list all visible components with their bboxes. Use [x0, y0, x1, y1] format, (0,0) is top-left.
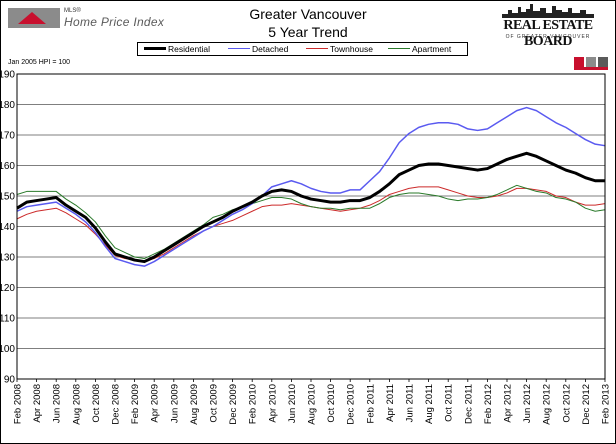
- y-tick-label: 150: [0, 192, 15, 203]
- brand-name: Home Price Index: [64, 15, 165, 29]
- x-tick-label: Aug 2012: [542, 384, 553, 425]
- series-line-residential: [16, 151, 605, 264]
- x-tick-label: Dec 2010: [346, 384, 357, 425]
- x-tick-label: Oct 2011: [444, 384, 455, 422]
- house-roof-icon: [8, 8, 60, 28]
- y-tick-label: 180: [0, 100, 15, 111]
- x-tick-label: Dec 2008: [111, 384, 122, 425]
- plot-area: [16, 73, 606, 380]
- mls-mark: MLS®: [64, 8, 81, 14]
- x-tick-label: Feb 2011: [365, 384, 376, 423]
- chart-subtitle: 5 Year Trend: [268, 24, 348, 40]
- legend-label-residential: Residential: [168, 44, 211, 54]
- y-tick-label: 140: [0, 222, 15, 233]
- y-tick-label: 130: [0, 253, 15, 264]
- x-tick-label: Dec 2009: [228, 384, 239, 425]
- x-tick-label: Oct 2009: [209, 384, 220, 423]
- mls-hpi-logo: MLS® Home Price Index: [8, 6, 188, 30]
- legend-swatch-apartment: [388, 48, 410, 49]
- y-tick-label: 190: [0, 70, 15, 81]
- x-axis-ticks: Feb 2008 Apr 2008 Jun 2008 Aug 2008 Oct 2008…: [13, 379, 612, 425]
- board-name: REAL ESTATE BOARD: [503, 18, 593, 49]
- legend-label-apartment: Apartment: [412, 44, 452, 54]
- x-tick-label: Aug 2009: [189, 384, 200, 425]
- x-tick-label: Jun 2008: [52, 384, 63, 423]
- x-tick-label: Jun 2012: [522, 384, 533, 423]
- legend-swatch-residential: [144, 47, 166, 50]
- mini-brand-icons: [574, 57, 608, 71]
- legend-label-detached: Detached: [252, 44, 289, 54]
- x-tick-label: Feb 2008: [13, 384, 24, 424]
- x-tick-label: Feb 2013: [601, 384, 612, 424]
- legend-swatch-townhouse: [306, 48, 328, 49]
- legend-label-townhouse: Townhouse: [330, 44, 374, 54]
- y-tick-label: 100: [0, 344, 15, 355]
- series-line-apartment: [16, 184, 606, 260]
- x-tick-label: Aug 2008: [71, 384, 82, 425]
- x-tick-label: Jun 2010: [287, 384, 298, 423]
- mini-house-icon: [586, 57, 596, 67]
- x-tick-label: Apr 2012: [503, 384, 514, 423]
- x-tick-label: Feb 2012: [483, 384, 494, 424]
- hpi-baseline-note: Jan 2005 HPI = 100: [8, 59, 71, 66]
- x-tick-label: Feb 2009: [130, 384, 141, 424]
- mini-icons-bar: [574, 67, 608, 70]
- series-lines: [16, 106, 606, 267]
- x-tick-label: Dec 2012: [581, 384, 592, 425]
- y-tick-label: 160: [0, 161, 15, 172]
- legend-swatch-detached: [228, 48, 250, 49]
- x-tick-label: Dec 2011: [463, 384, 474, 424]
- series-line-detached: [16, 106, 606, 267]
- y-tick-label: 120: [0, 283, 15, 294]
- mini-logo-icon: [574, 57, 584, 67]
- x-tick-label: Jun 2009: [169, 384, 180, 423]
- x-tick-label: Oct 2010: [326, 384, 337, 423]
- city-skyline-icon: [502, 4, 594, 18]
- y-tick-label: 170: [0, 131, 15, 142]
- x-tick-label: Feb 2010: [248, 384, 259, 424]
- real-estate-board-logo: REAL ESTATE BOARD OF GREATER VANCOUVER: [486, 4, 610, 49]
- x-tick-label: Aug 2011: [424, 384, 435, 424]
- chart-title: Greater Vancouver: [249, 6, 367, 22]
- chart-legend: Residential Detached Townhouse Apartment: [137, 42, 468, 56]
- x-tick-label: Apr 2010: [267, 384, 278, 423]
- x-tick-label: Oct 2012: [561, 384, 572, 423]
- mini-board-icon: [598, 57, 608, 67]
- x-tick-label: Oct 2008: [91, 384, 102, 423]
- board-subname: OF GREATER VANCOUVER: [505, 34, 591, 40]
- grid-lines: [17, 73, 605, 380]
- x-tick-label: Jun 2011: [405, 384, 416, 422]
- x-tick-label: Apr 2008: [32, 384, 43, 423]
- y-axis-ticks: 190 180 170 160 150 140 130 120 110 100 90: [0, 70, 15, 386]
- x-tick-label: Apr 2011: [385, 384, 396, 422]
- x-tick-label: Apr 2009: [150, 384, 161, 423]
- y-tick-label: 110: [0, 314, 15, 325]
- x-tick-label: Aug 2010: [307, 384, 318, 425]
- y-tick-label: 90: [4, 375, 16, 386]
